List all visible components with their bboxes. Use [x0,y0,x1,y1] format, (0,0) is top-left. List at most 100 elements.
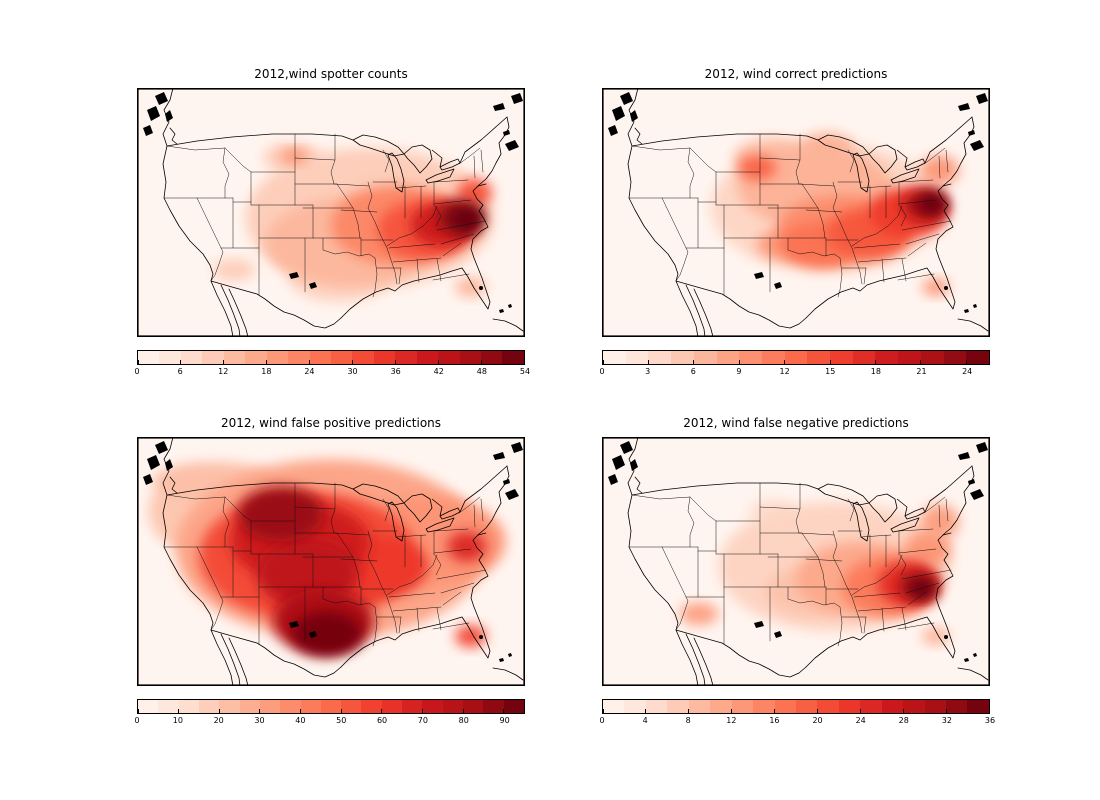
axes-frame [137,88,525,337]
heat-blob-florida-spot [455,277,487,298]
us-heatmap-correct-predictions [602,88,990,337]
colorbar-segment [341,700,362,713]
colorbar-segment [860,700,882,713]
colorbar-tick-label: 8 [685,716,691,725]
heat-blob-virginia-carolina-peak [918,192,946,215]
colorbar-segment [924,700,946,713]
colorbar-tick-label: 18 [261,367,272,376]
us-heatmap-false-negative [602,437,990,686]
colorbar-segment [502,351,524,364]
colorbar-tick-mark [178,708,180,713]
colorbar-tick-mark [859,708,861,713]
colorbar-segment [373,351,396,364]
heat-blob-texas-peak [292,611,363,657]
colorbar-segment [352,351,374,364]
colorbar-correct-predictions [602,350,990,365]
heat-blob-carolinas-peak [451,207,483,233]
heat-blob-minnesota-light [799,132,855,163]
colorbar-segment [361,700,382,713]
colorbar-tick-label: 36 [984,716,996,725]
heat-blob-florida-spot [922,278,950,296]
colorbar-tick-mark [381,708,383,713]
colorbar-false-positive [137,699,525,714]
colorbar-tick-label: 30 [347,367,358,376]
colorbar-tick-mark [259,708,261,713]
colorbar-segment [671,351,694,364]
colorbar-tick-mark [902,708,904,713]
colorbar-segment [395,351,417,364]
colorbar-tick-mark [647,359,649,364]
colorbar-segment [774,700,796,713]
heat-blob-florida-spot [455,624,487,648]
colorbar-tick-mark [523,359,525,364]
axes-frame [602,437,990,686]
colorbar-segment [300,700,321,713]
colorbar-segment [795,700,818,713]
colorbar-segment [946,700,968,713]
colorbar-tick-label: 12 [779,367,790,376]
colorbar-tick-label: 18 [870,367,881,376]
colorbar-segment [830,351,853,364]
colorbar-labels-false-negative: 0 4 8 12 16 20 24 28 32 36 [599,716,995,728]
colorbar-segment [881,700,904,713]
colorbar-spotter-counts [137,350,525,365]
colorbar-segment [459,351,481,364]
colorbar-tick-mark [602,708,604,713]
colorbar-segment [716,351,740,364]
colorbar-tick-label: 6 [177,367,183,376]
heatmap-field [602,437,990,686]
colorbar-tick-mark [394,359,396,364]
panel-title-correct-predictions: 2012, wind correct predictions [704,67,888,81]
panel-title-false-negative: 2012, wind false negative predictions [683,416,909,430]
colorbar-segment [159,351,181,364]
colorbar-segment [753,700,775,713]
colorbar-tick-label: 10 [172,716,183,725]
colorbar-tick-label: 60 [376,716,388,725]
colorbar-tick-mark [965,359,967,364]
colorbar-tick-mark [920,359,922,364]
colorbar-segment [288,351,310,364]
colorbar-segment [202,351,224,364]
colorbar-segment [330,351,353,364]
colorbar-segment [402,700,423,713]
colorbar-tick-label: 0 [599,716,605,725]
colorbar-tick-mark [137,359,139,364]
colorbar-tick-mark [266,359,268,364]
colorbar-tick-label: 6 [690,367,696,376]
colorbar-labels-spotter-counts: 0 6 12 18 24 30 36 42 48 54 [134,367,530,379]
heat-blob-carolina-coast-spot [447,531,487,562]
panel-spotter-counts [137,88,525,337]
colorbar-segment [943,351,967,364]
colorbar-segment [667,700,689,713]
colorbar-segment [603,700,625,713]
colorbar-tick-label: 48 [476,367,487,376]
colorbar-segment [731,700,754,713]
colorbar-labels-correct-predictions: 0 3 6 9 12 15 18 21 24 [599,367,990,379]
colorbar-tick-mark [874,359,876,364]
colorbar-segment [838,700,861,713]
colorbar-tick-mark [340,708,342,713]
colorbar-segment [648,351,672,364]
colorbar-segment [219,700,240,713]
colorbar-segment [438,351,460,364]
colorbar-tick-mark [645,708,647,713]
colorbar-false-negative [602,699,990,714]
colorbar-segment [967,700,989,713]
colorbar-segment [309,351,331,364]
colorbar-tick-label: 0 [134,716,140,725]
colorbar-segment [603,351,626,364]
heat-blob-florida-spot [922,627,950,645]
colorbar-tick-label: 20 [213,716,224,725]
colorbar-tick-mark [988,708,990,713]
axes-frame [137,437,525,686]
heat-blob-wyoming-dakota-spot [737,155,777,181]
colorbar-segment [966,351,989,364]
colorbar-tick-label: 16 [769,716,780,725]
colorbar-tick-label: 40 [295,716,306,725]
colorbar-tick-label: 3 [645,367,651,376]
colorbar-tick-mark [738,359,740,364]
colorbar-segment [903,700,925,713]
colorbar-tick-label: 24 [962,367,973,376]
colorbar-tick-mark [693,359,695,364]
